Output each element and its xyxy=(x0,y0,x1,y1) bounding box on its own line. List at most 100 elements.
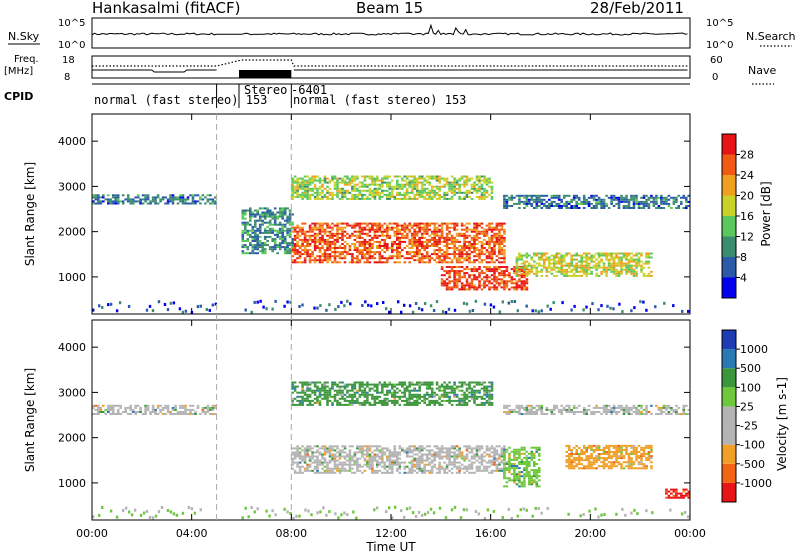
power-cell xyxy=(410,234,414,237)
velocity-cell xyxy=(378,445,382,448)
power-cell xyxy=(348,234,352,237)
velocity-cell xyxy=(371,459,374,462)
nave-label: Nave xyxy=(748,64,776,77)
velocity-cell xyxy=(338,385,342,388)
power-cell xyxy=(622,264,626,267)
power-cell xyxy=(346,232,349,235)
velocity-cell xyxy=(92,406,95,409)
power-cell xyxy=(520,254,524,257)
power-cell xyxy=(657,207,661,209)
power-cell xyxy=(358,185,362,188)
power-cell xyxy=(378,261,382,264)
power-cell xyxy=(570,308,573,312)
power-cell xyxy=(126,198,130,201)
power-cell xyxy=(296,224,299,227)
power-cell xyxy=(298,238,302,241)
velocity-cell xyxy=(468,387,471,390)
power-cell xyxy=(530,268,534,271)
power-cell xyxy=(590,270,593,273)
power-cell xyxy=(470,197,474,200)
velocity-cell xyxy=(373,457,377,460)
power-cell xyxy=(523,207,526,209)
power-cell xyxy=(555,270,559,273)
power-cell xyxy=(538,258,541,261)
velocity-cell xyxy=(403,461,407,464)
power-cell xyxy=(118,301,122,305)
velocity-cell xyxy=(343,445,347,448)
power-cell xyxy=(498,224,501,227)
power-cell xyxy=(258,246,262,249)
power-cell xyxy=(445,257,449,260)
power-cell xyxy=(538,264,541,267)
nave-tick-bottom: 0 xyxy=(712,72,718,83)
power-cell xyxy=(553,254,556,257)
power-cell xyxy=(516,309,519,313)
power-cell xyxy=(391,247,394,249)
power-cell xyxy=(652,205,656,207)
power-cell xyxy=(453,286,456,289)
power-cell xyxy=(562,272,566,275)
power-cell xyxy=(687,309,690,313)
power-cell xyxy=(371,236,374,239)
power-cell xyxy=(637,205,641,207)
power-cell xyxy=(311,177,314,180)
power-cell xyxy=(498,222,501,225)
velocity-cell xyxy=(455,471,459,474)
power-cell xyxy=(141,194,145,197)
power-cell xyxy=(480,245,484,247)
velocity-cell xyxy=(371,463,374,466)
power-cell xyxy=(311,251,314,254)
velocity-cell xyxy=(338,469,342,472)
velocity-cell xyxy=(403,393,407,396)
power-cell xyxy=(331,236,334,239)
power-cell xyxy=(555,196,559,199)
power-cell xyxy=(587,202,591,205)
velocity-cell xyxy=(470,389,474,392)
velocity-cell xyxy=(465,447,469,450)
power-cell xyxy=(371,255,374,258)
velocity-cell xyxy=(306,447,309,450)
power-cell xyxy=(560,260,563,263)
velocity-cell xyxy=(298,451,302,454)
power-cell xyxy=(463,276,466,279)
power-cell xyxy=(273,238,277,240)
power-cell xyxy=(308,195,312,198)
velocity-cell xyxy=(418,393,421,396)
velocity-cell xyxy=(298,469,302,472)
power-cell xyxy=(381,191,384,194)
power-cell xyxy=(550,254,554,257)
power-cell xyxy=(495,236,499,239)
velocity-cell xyxy=(433,465,436,468)
power-cell xyxy=(463,240,466,243)
power-cell xyxy=(313,197,317,200)
velocity-cell xyxy=(351,459,354,462)
power-cell xyxy=(505,200,509,203)
power-cell xyxy=(550,196,554,199)
power-cell xyxy=(525,278,529,281)
power-cell xyxy=(474,299,478,303)
power-cell xyxy=(321,191,324,194)
velocity-cell xyxy=(483,459,486,462)
velocity-cell xyxy=(366,447,369,450)
velocity-cell xyxy=(428,385,431,388)
power-cell xyxy=(445,234,449,237)
velocity-cell xyxy=(488,459,491,462)
velocity-cell xyxy=(336,447,339,450)
power-cell xyxy=(617,207,621,209)
velocity-cell xyxy=(371,461,374,464)
power-cell xyxy=(386,257,389,260)
power-cell xyxy=(443,261,446,264)
power-cell xyxy=(635,258,638,261)
power-cell xyxy=(587,262,591,265)
power-cell xyxy=(453,240,456,243)
power-cell xyxy=(348,224,352,227)
power-cell xyxy=(597,198,601,201)
power-cell xyxy=(396,253,399,256)
velocity-cell xyxy=(318,389,322,392)
power-cell xyxy=(363,261,367,264)
power-cell xyxy=(585,264,588,267)
power-cell xyxy=(398,240,402,243)
velocity-cell xyxy=(458,451,461,454)
power-cell xyxy=(444,311,448,314)
power-cell xyxy=(453,224,456,227)
